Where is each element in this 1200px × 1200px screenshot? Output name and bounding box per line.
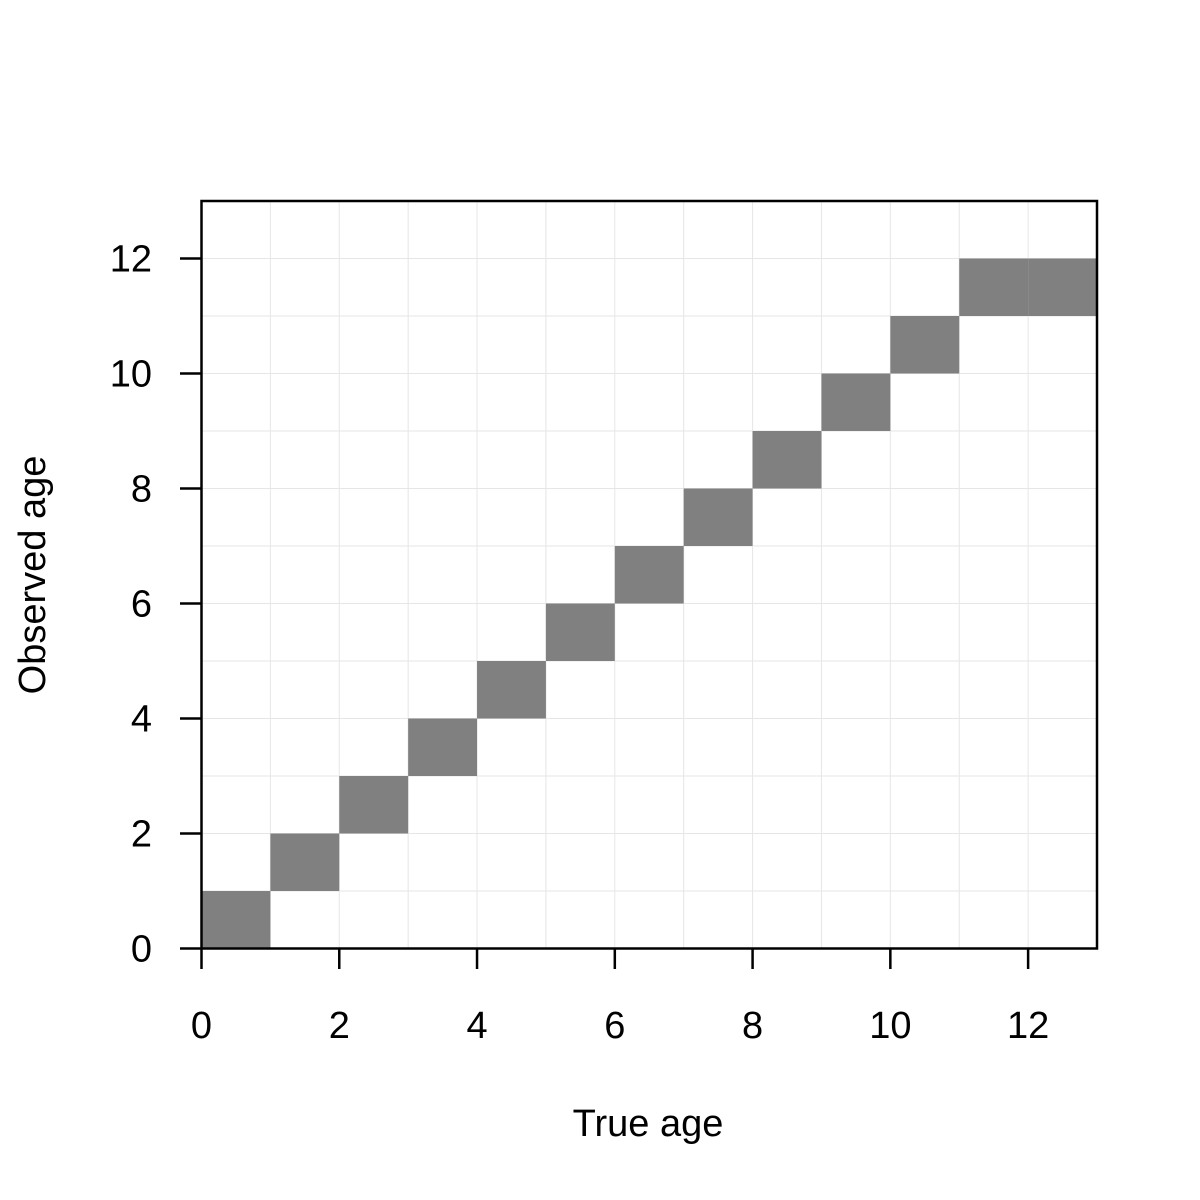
- heatmap-cell: [201, 891, 271, 949]
- y-axis-label: Observed age: [12, 456, 54, 695]
- x-tick-label: 4: [466, 1005, 487, 1047]
- y-tick-label: 4: [131, 699, 152, 741]
- heatmap-cell: [614, 546, 684, 604]
- y-tick-label: 0: [131, 929, 152, 971]
- x-tick-label: 2: [329, 1005, 350, 1047]
- y-tick-label: 12: [110, 239, 152, 281]
- heatmap-cells: [201, 258, 1097, 949]
- y-tick-label: 6: [131, 584, 152, 626]
- x-tick-label: 0: [191, 1005, 212, 1047]
- heatmap-cell: [959, 258, 1029, 316]
- heatmap-cell: [408, 718, 478, 776]
- heatmap-cell: [339, 776, 409, 834]
- x-tick-label: 10: [869, 1005, 911, 1047]
- y-tick-label: 2: [131, 814, 152, 856]
- heatmap-cell: [270, 833, 340, 891]
- heatmap-cell: [477, 661, 546, 719]
- heatmap-cell: [821, 373, 891, 431]
- heatmap-cell: [683, 488, 753, 546]
- heatmap-cell: [1028, 258, 1097, 316]
- x-tick-label: 8: [742, 1005, 763, 1047]
- y-tick-label: 8: [131, 469, 152, 511]
- x-axis-label: True age: [573, 1103, 724, 1145]
- y-axis: 0 2 4 6 8 10 12: [110, 239, 202, 971]
- x-tick-label: 6: [604, 1005, 625, 1047]
- x-axis: 0 2 4 6 8 10 12: [191, 948, 1049, 1047]
- heatmap-cell: [545, 603, 615, 661]
- plot-frame: [200, 199, 1099, 950]
- x-tick-label: 12: [1007, 1005, 1049, 1047]
- heatmap-cell: [890, 316, 960, 374]
- y-tick-label: 10: [110, 354, 152, 396]
- heatmap-cell: [752, 431, 822, 489]
